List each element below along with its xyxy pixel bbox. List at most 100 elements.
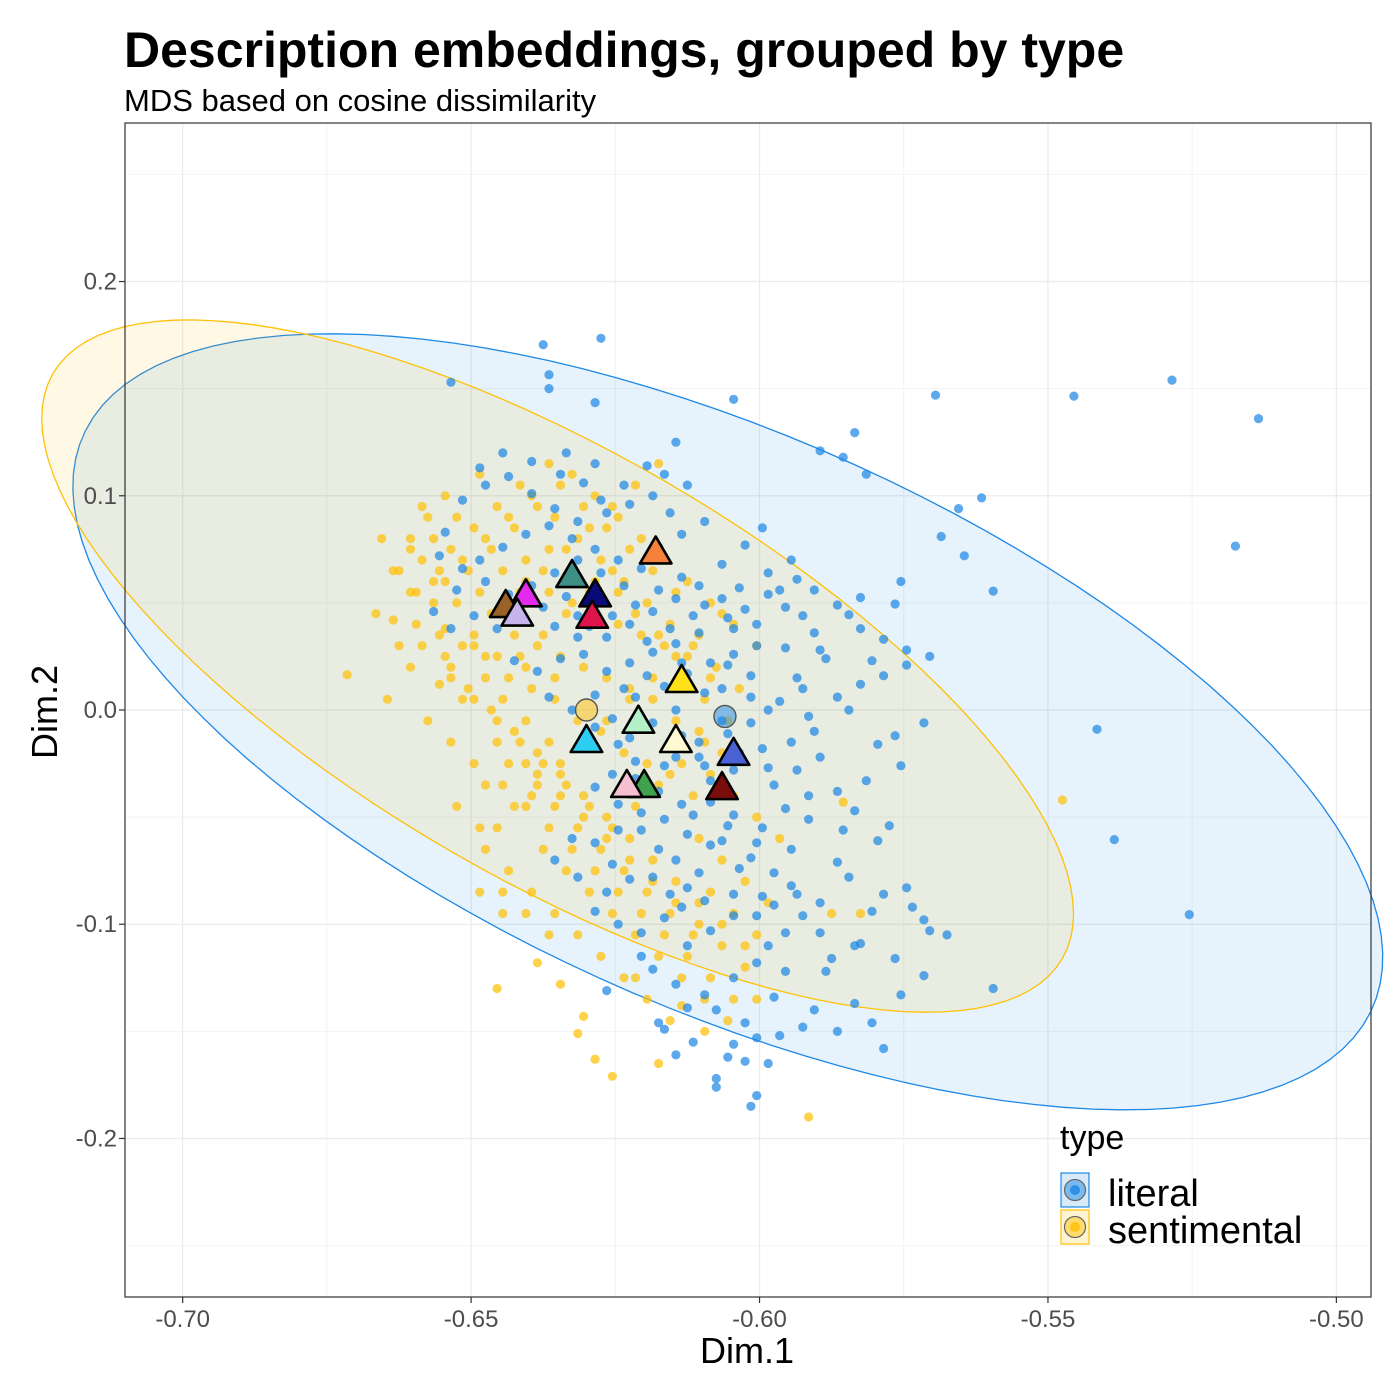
chart-title: Description embeddings, grouped by type [124,22,1124,78]
legend-label-sentimental: sentimental [1108,1210,1302,1252]
literal-point [550,568,560,578]
literal-point [798,684,808,694]
sentimental-point [561,609,571,619]
literal-point [775,696,785,707]
literal-centroid [713,704,737,729]
sentimental-point [417,501,427,512]
sentimental-point [509,726,519,737]
literal-point [567,534,577,544]
sentimental-point [677,759,687,769]
category-triangle-marker [638,535,673,565]
literal-point [648,647,658,657]
literal-point [504,471,514,482]
literal-point [677,902,687,912]
literal-point [677,799,687,809]
literal-point [705,658,716,668]
sentimental-point [388,615,398,625]
literal-point [769,992,779,1002]
literal-point [890,731,900,741]
sentimental-point [544,459,554,469]
sentimental-point [469,694,479,704]
literal-point [509,656,519,666]
literal-point [446,624,456,634]
sentimental-point [532,958,543,968]
literal-point [1230,541,1240,551]
literal-point [902,660,912,670]
sentimental-point [665,1016,675,1026]
literal-point [729,889,739,899]
literal-point [711,1082,721,1092]
sentimental-point [613,512,623,522]
sentimental-point [705,973,716,983]
literal-point [844,872,854,882]
sentimental-point [567,598,577,608]
literal-point [625,658,635,668]
sentimental-point [636,630,646,640]
sentimental-point [405,544,416,554]
sentimental-point [446,673,456,683]
literal-point [705,926,716,936]
literal-point [498,542,508,552]
sentimental-point [625,833,635,844]
literal-point [729,1039,739,1049]
literal-point [573,872,583,882]
category-triangle-marker [500,597,535,627]
sentimental-point [682,651,693,662]
literal-point [671,752,681,762]
literal-point [821,966,831,977]
category-triangle-marker [704,770,740,801]
literal-point [705,840,716,850]
literal-point [792,889,802,899]
literal-point [855,592,866,603]
sentimental-point [630,801,641,812]
literal-point [527,456,537,467]
sentimental-point [509,801,519,812]
sentimental-point [457,555,468,565]
literal-point [896,576,906,587]
sentimental-point [550,908,560,919]
literal-point [671,705,681,715]
sentimental-point [538,759,548,769]
sentimental-point [521,716,531,726]
sentimental-point [573,823,583,833]
literal-point [636,825,646,835]
literal-point [930,390,941,400]
y-tick-label: -0.2 [76,1125,117,1152]
literal-point [619,684,629,694]
literal-point [677,529,687,539]
literal-point [665,624,675,634]
sentimental-point [555,979,566,989]
literal-point [752,958,762,968]
y-tick-label: -0.1 [76,911,117,938]
sentimental-point [486,705,496,715]
literal-point [694,752,704,762]
sentimental-point [411,619,421,629]
x-axis-ticks: -0.70 -0.65 -0.60 -0.55 -0.50 [155,1297,1364,1333]
sentimental-point [705,673,716,683]
x-axis-label: Dim.1 [700,1330,794,1371]
sentimental-point [613,619,623,629]
sentimental-point [532,780,543,790]
literal-point [654,844,664,854]
literal-point [734,863,744,874]
literal-point [729,649,739,659]
sentimental-point [688,791,698,801]
category-triangle-marker [658,723,693,754]
sentimental-point [504,866,514,876]
category-triangle-marker [621,704,656,735]
literal-point [740,604,750,614]
sentimental-point [567,844,577,854]
sentimental-point [469,641,479,651]
sentimental-point [567,469,577,479]
literal-point [682,480,693,490]
sentimental-point [544,587,554,597]
literal-point [555,469,566,479]
legend-keys [1060,1172,1090,1245]
literal-point [861,469,871,479]
literal-point [717,836,727,846]
sentimental-point [498,694,508,704]
sentimental-point [532,748,543,758]
sentimental-point [804,1112,814,1122]
sentimental-point [579,791,589,801]
sentimental-point [671,876,681,887]
